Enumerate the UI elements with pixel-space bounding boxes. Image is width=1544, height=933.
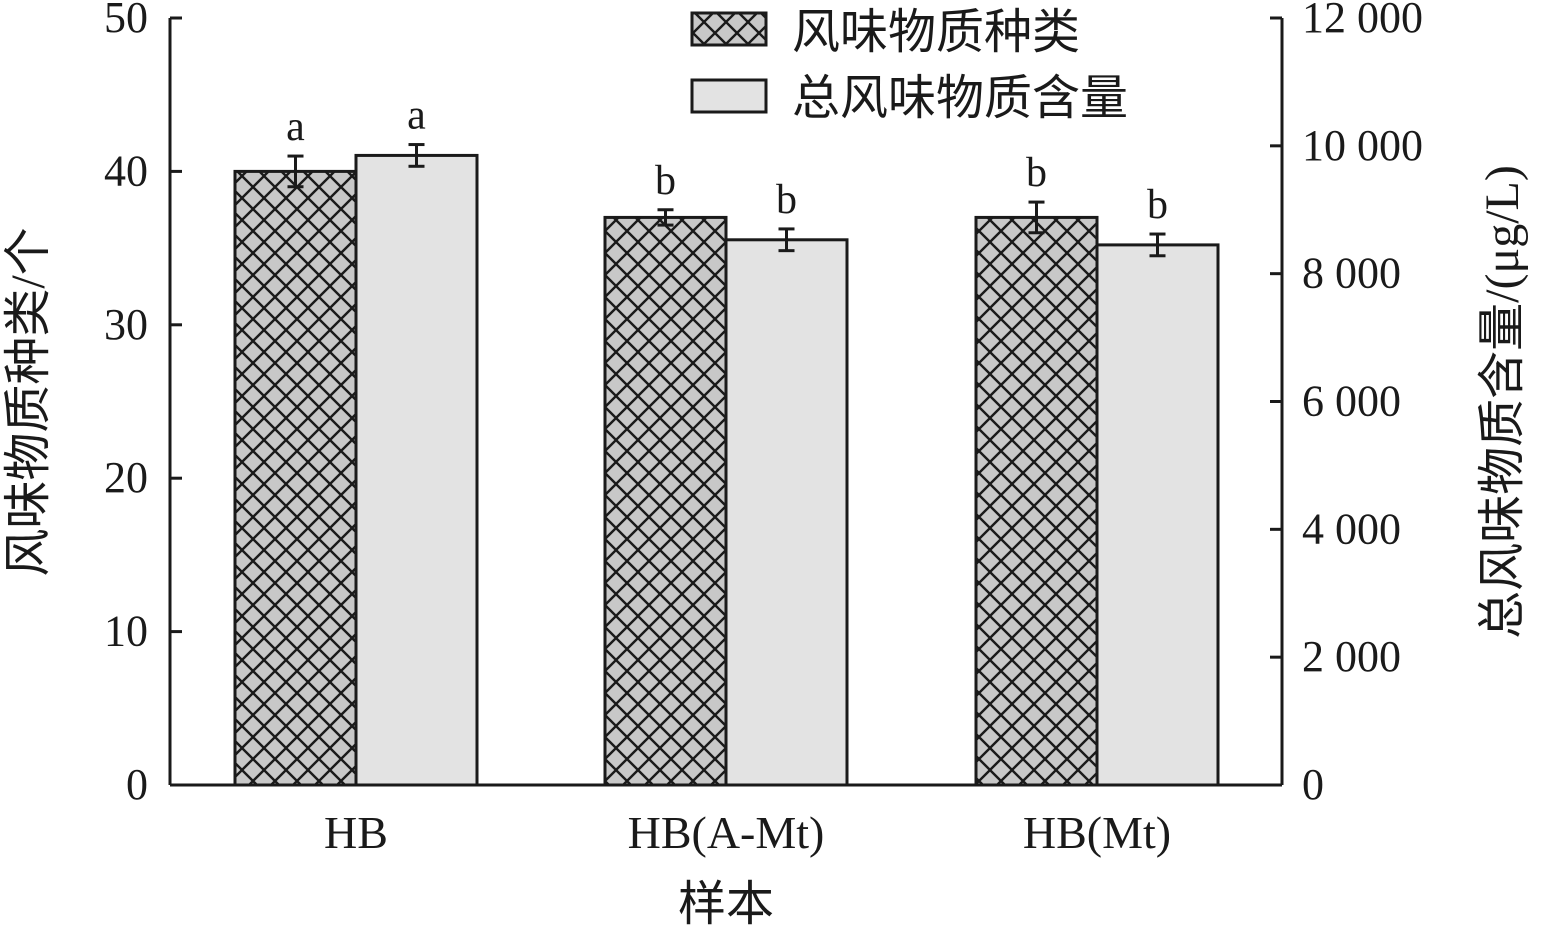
legend-swatch-content (690, 78, 768, 114)
x-axis-title: 样本 (678, 878, 774, 931)
legend-swatch-species (690, 11, 768, 47)
significance-label: a (407, 93, 426, 139)
right-tick-label: 10 000 (1302, 121, 1423, 170)
bar-species (603, 215, 728, 787)
left-y-ticks: 0 10 20 30 40 50 (104, 0, 182, 809)
significance-label: b (1026, 150, 1047, 196)
left-tick-label: 30 (104, 300, 148, 349)
right-tick-label: 0 (1302, 760, 1324, 809)
category-label: HB (324, 807, 388, 858)
left-tick-label: 50 (104, 0, 148, 42)
legend: 风味物质种类 总风味物质含量 (690, 6, 1128, 125)
significance-label: a (286, 104, 305, 150)
bar-species (974, 215, 1099, 787)
right-y-ticks: 0 2 000 4 000 6 000 8 000 10 000 12 000 (1270, 0, 1423, 809)
bar-content (354, 153, 479, 787)
error-bars (287, 143, 1166, 258)
significance-label: b (776, 177, 797, 223)
y-axis-title-right: 总风味物质含量/(μg/L) (1476, 165, 1529, 639)
left-tick-label: 0 (126, 760, 148, 809)
category-labels: HB HB(A-Mt) HB(Mt) (324, 807, 1171, 858)
right-tick-label: 12 000 (1302, 0, 1423, 42)
significance-label: b (655, 158, 676, 204)
right-tick-label: 6 000 (1302, 377, 1401, 426)
bar-content (724, 238, 849, 787)
left-tick-label: 10 (104, 607, 148, 656)
left-tick-label: 20 (104, 453, 148, 502)
left-tick-label: 40 (104, 146, 148, 195)
legend-label-species: 风味物质种类 (792, 6, 1080, 59)
right-tick-label: 8 000 (1302, 249, 1401, 298)
bar-species (233, 169, 358, 787)
significance-label: b (1147, 182, 1168, 228)
y-axis-title-left: 风味物质种类/个 (2, 227, 55, 576)
right-tick-label: 4 000 (1302, 504, 1401, 553)
bar-content (1095, 243, 1220, 787)
right-tick-label: 2 000 (1302, 632, 1401, 681)
category-label: HB(Mt) (1023, 807, 1171, 858)
significance-labels: a a b b b b (286, 93, 1168, 228)
legend-label-content: 总风味物质含量 (792, 72, 1128, 125)
category-label: HB(A-Mt) (628, 807, 825, 858)
bars (233, 153, 1220, 787)
